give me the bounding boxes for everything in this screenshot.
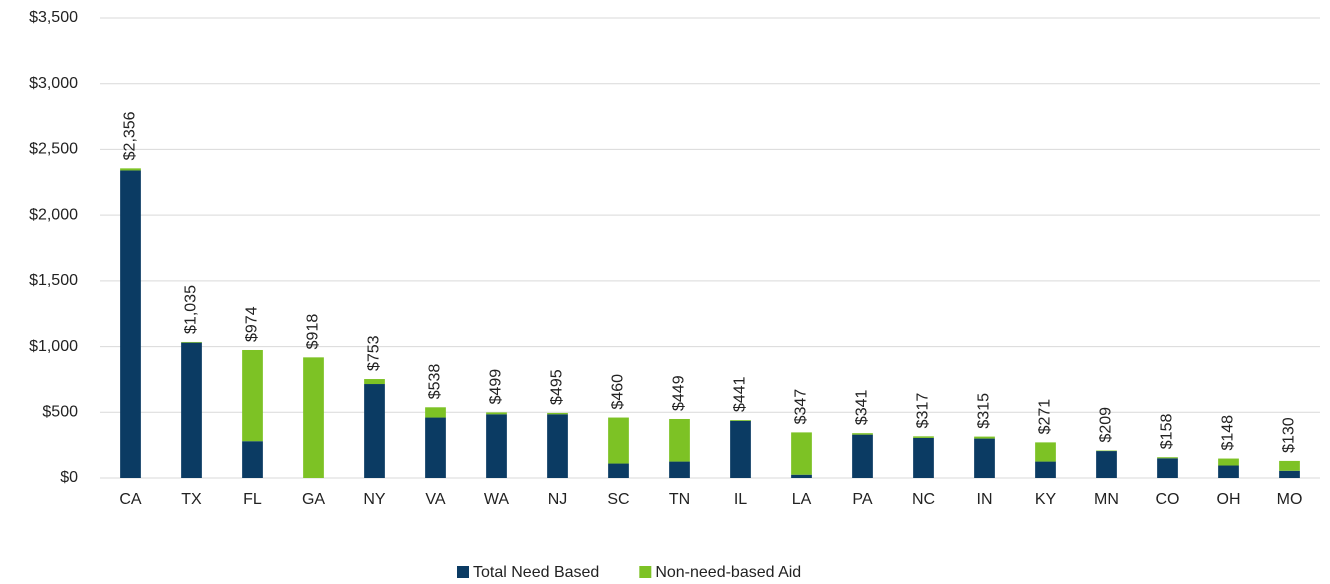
bar-segment (1096, 450, 1117, 452)
bar-segment (974, 438, 995, 478)
bar-segment (181, 341, 202, 343)
x-tick-label: SC (607, 491, 629, 508)
total-label: $347 (793, 389, 810, 425)
y-tick-label: $1,500 (29, 272, 78, 289)
bar-segment (1096, 451, 1117, 478)
bar-segment (1035, 442, 1056, 462)
bar-segment (1157, 457, 1178, 459)
bar-segment (791, 474, 812, 478)
total-label: $1,035 (183, 285, 200, 334)
legend-label: Total Need Based (473, 564, 599, 581)
bar-segment (974, 436, 995, 439)
x-tick-label: VA (425, 491, 445, 508)
x-tick-label: IN (977, 491, 993, 508)
bar-segment (852, 434, 873, 478)
bar-segment (1279, 470, 1300, 478)
bar-segment (1218, 458, 1239, 466)
total-label: $538 (427, 364, 444, 400)
bar-segment (547, 412, 568, 415)
x-tick-label: TN (669, 491, 690, 508)
x-tick-label: KY (1035, 491, 1057, 508)
total-label: $271 (1037, 399, 1054, 435)
total-label: $2,356 (122, 111, 139, 160)
legend-swatch (457, 566, 469, 578)
bar-segment (1279, 460, 1300, 471)
y-tick-label: $500 (42, 404, 78, 421)
x-tick-label: MO (1277, 491, 1303, 508)
legend-label: Non-need-based Aid (655, 564, 801, 581)
x-tick-label: LA (792, 491, 812, 508)
x-tick-label: WA (484, 491, 510, 508)
bar-segment (242, 441, 263, 478)
bar-segment (913, 436, 934, 438)
bar-segment (486, 414, 507, 478)
bar-segment (1218, 465, 1239, 478)
bar-segment (303, 357, 324, 478)
bar-segment (1035, 461, 1056, 478)
x-tick-label: CA (119, 491, 142, 508)
total-label: $315 (976, 393, 993, 429)
x-tick-label: NC (912, 491, 935, 508)
bar-segment (547, 414, 568, 478)
y-tick-label: $3,000 (29, 75, 78, 92)
total-label: $753 (366, 335, 383, 371)
x-tick-label: TX (181, 491, 202, 508)
y-tick-label: $2,500 (29, 141, 78, 158)
x-tick-label: NY (363, 491, 386, 508)
bar-segment (181, 342, 202, 478)
bar-segment (669, 461, 690, 478)
bar-segment (669, 418, 690, 462)
total-label: $130 (1281, 417, 1298, 453)
bar-segment (242, 349, 263, 442)
bar-segment (730, 420, 751, 421)
x-tick-label: PA (852, 491, 872, 508)
total-label: $918 (305, 314, 322, 350)
bar-segment (120, 170, 141, 478)
y-tick-label: $0 (60, 469, 78, 486)
bar-segment (791, 432, 812, 475)
total-label: $499 (488, 369, 505, 405)
x-tick-label: NJ (548, 491, 568, 508)
y-tick-label: $2,000 (29, 206, 78, 223)
bar-segment (913, 437, 934, 478)
bar-segment (486, 412, 507, 415)
total-label: $158 (1159, 414, 1176, 450)
total-label: $460 (610, 374, 627, 410)
legend-swatch (639, 566, 652, 578)
bar-segment (608, 463, 629, 478)
total-label: $148 (1220, 415, 1237, 451)
bar-segment (608, 417, 629, 464)
x-tick-label: FL (243, 491, 262, 508)
bar-segment (425, 417, 446, 478)
total-label: $317 (915, 393, 932, 429)
total-label: $341 (854, 389, 871, 425)
y-tick-label: $3,500 (29, 9, 78, 26)
total-label: $449 (671, 375, 688, 411)
total-label: $209 (1098, 407, 1115, 443)
bar-segment (852, 433, 873, 435)
x-tick-label: GA (302, 491, 325, 508)
total-label: $441 (732, 376, 749, 412)
x-tick-label: CO (1156, 491, 1180, 508)
x-tick-label: OH (1217, 491, 1241, 508)
bar-segment (1157, 458, 1178, 478)
bar-segment (364, 384, 385, 478)
total-label: $495 (549, 369, 566, 405)
bar-segment (425, 407, 446, 418)
bar-segment (364, 379, 385, 385)
bar-segment (730, 420, 751, 478)
total-label: $974 (244, 306, 261, 342)
bar-segment (120, 168, 141, 171)
x-tick-label: MN (1094, 491, 1119, 508)
x-tick-label: IL (734, 491, 747, 508)
y-tick-label: $1,000 (29, 338, 78, 355)
